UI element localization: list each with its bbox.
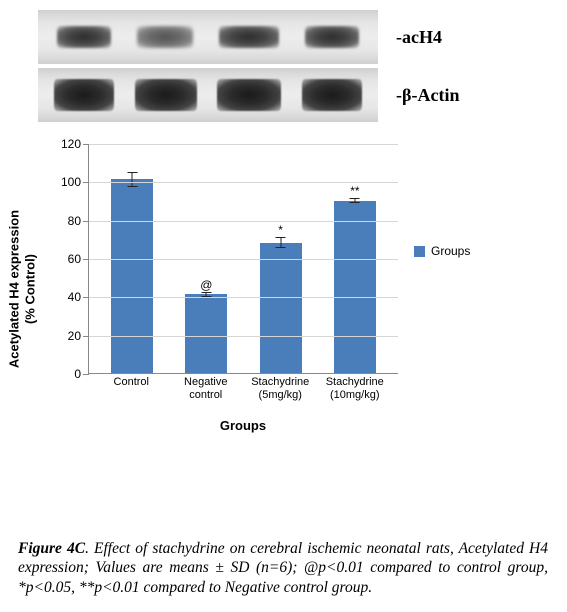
bar-group: * xyxy=(251,243,311,373)
bar: @ xyxy=(185,294,227,373)
x-tick-label: Stachydrine(10mg/kg) xyxy=(321,376,389,401)
blot-strip-acH4 xyxy=(38,10,378,64)
western-blot-panel: -acH4 -β-Actin xyxy=(38,10,488,122)
grid-line xyxy=(89,297,398,298)
blot-strip-beta-actin xyxy=(38,68,378,122)
bar: ** xyxy=(334,201,376,374)
y-tick-label: 0 xyxy=(74,367,89,381)
grid-line xyxy=(89,144,398,145)
significance-label: ** xyxy=(350,184,359,198)
x-tick-label: Negativecontrol xyxy=(172,376,240,401)
bar: * xyxy=(260,243,302,373)
y-tick-label: 20 xyxy=(68,329,89,343)
x-axis-title: Groups xyxy=(88,418,398,433)
caption-text: . Effect of stachydrine on cerebral isch… xyxy=(18,540,548,597)
blot-band xyxy=(57,26,111,48)
blot-band xyxy=(217,79,281,111)
legend-swatch xyxy=(414,246,425,257)
blot-label-acH4: -acH4 xyxy=(396,27,442,48)
y-tick-label: 100 xyxy=(61,175,89,189)
bar-chart: Acetylated H4 expression (% Control) @**… xyxy=(28,134,498,444)
blot-row-beta-actin: -β-Actin xyxy=(38,68,488,122)
bar-group: ** xyxy=(325,201,385,374)
x-tick-label: Stachydrine(5mg/kg) xyxy=(246,376,314,401)
significance-label: * xyxy=(278,223,283,237)
bar xyxy=(111,179,153,373)
y-axis-title-line1: Acetylated H4 expression xyxy=(6,210,21,368)
grid-line xyxy=(89,221,398,222)
blot-band xyxy=(54,79,114,111)
y-tick-label: 40 xyxy=(68,290,89,304)
blot-row-acH4: -acH4 xyxy=(38,10,488,64)
error-bar xyxy=(280,237,281,249)
significance-label: @ xyxy=(200,278,212,292)
y-axis-title-line2: (% Control) xyxy=(22,254,37,324)
x-axis-labels: Control NegativecontrolStachydrine(5mg/kg… xyxy=(88,376,398,401)
plot-area: @*** 020406080100120 xyxy=(88,144,398,374)
figure-caption: Figure 4C. Effect of stachydrine on cere… xyxy=(18,539,548,598)
error-bar xyxy=(354,198,355,204)
error-bar xyxy=(132,172,133,187)
x-tick-label: Control xyxy=(97,376,165,401)
bar-group: @ xyxy=(176,294,236,373)
y-axis-title: Acetylated H4 expression (% Control) xyxy=(6,210,37,368)
blot-label-beta-actin: -β-Actin xyxy=(396,85,459,106)
y-tick-label: 120 xyxy=(61,137,89,151)
blot-band xyxy=(219,26,279,48)
blot-band xyxy=(302,79,362,111)
y-tick-label: 60 xyxy=(68,252,89,266)
grid-line xyxy=(89,182,398,183)
figure-label: Figure 4C xyxy=(18,540,85,557)
blot-band xyxy=(135,79,197,111)
blot-band xyxy=(305,26,359,48)
blot-band xyxy=(137,26,193,48)
legend: Groups xyxy=(414,244,470,258)
legend-label: Groups xyxy=(431,244,470,258)
bar-group xyxy=(102,179,162,373)
grid-line xyxy=(89,259,398,260)
y-tick-label: 80 xyxy=(68,214,89,228)
grid-line xyxy=(89,336,398,337)
